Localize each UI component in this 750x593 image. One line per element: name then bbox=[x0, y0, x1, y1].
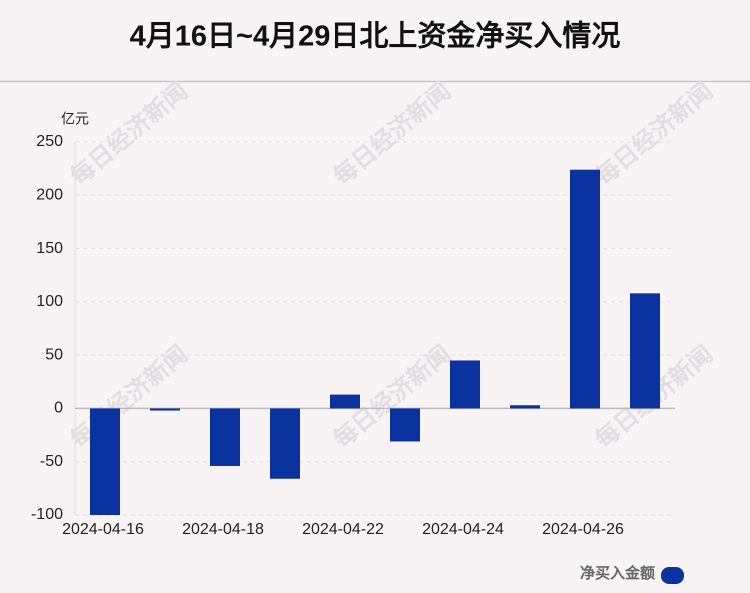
bar bbox=[90, 408, 120, 515]
y-tick-label: -50 bbox=[40, 453, 63, 470]
legend-swatch bbox=[661, 567, 684, 584]
bar bbox=[150, 408, 180, 411]
y-tick-label: 200 bbox=[36, 187, 63, 204]
y-unit: 亿元 bbox=[61, 111, 89, 127]
bar bbox=[390, 408, 420, 442]
y-tick-label: 0 bbox=[54, 400, 63, 417]
x-tick-label: 2024-04-26 bbox=[542, 521, 624, 538]
y-tick-label: -100 bbox=[31, 506, 63, 523]
legend-label: 净买入金额 bbox=[580, 564, 655, 582]
bar bbox=[630, 293, 660, 409]
bar bbox=[210, 408, 240, 466]
bar bbox=[330, 394, 360, 409]
y-tick-label: 50 bbox=[45, 346, 63, 363]
bar bbox=[570, 169, 600, 409]
y-tick-label: 100 bbox=[36, 293, 63, 310]
x-tick-label: 2024-04-16 bbox=[62, 521, 144, 538]
x-tick-label: 2024-04-22 bbox=[302, 521, 384, 538]
bar bbox=[510, 405, 540, 409]
x-tick-label: 2024-04-18 bbox=[182, 521, 264, 538]
x-tick-label: 2024-04-24 bbox=[422, 521, 504, 538]
y-tick-label: 150 bbox=[36, 240, 63, 257]
chart-title: 4月16日~4月29日北上资金净买入情况 bbox=[130, 19, 621, 53]
bar bbox=[450, 360, 480, 409]
y-tick-label: 250 bbox=[36, 133, 63, 150]
bar bbox=[270, 408, 300, 479]
